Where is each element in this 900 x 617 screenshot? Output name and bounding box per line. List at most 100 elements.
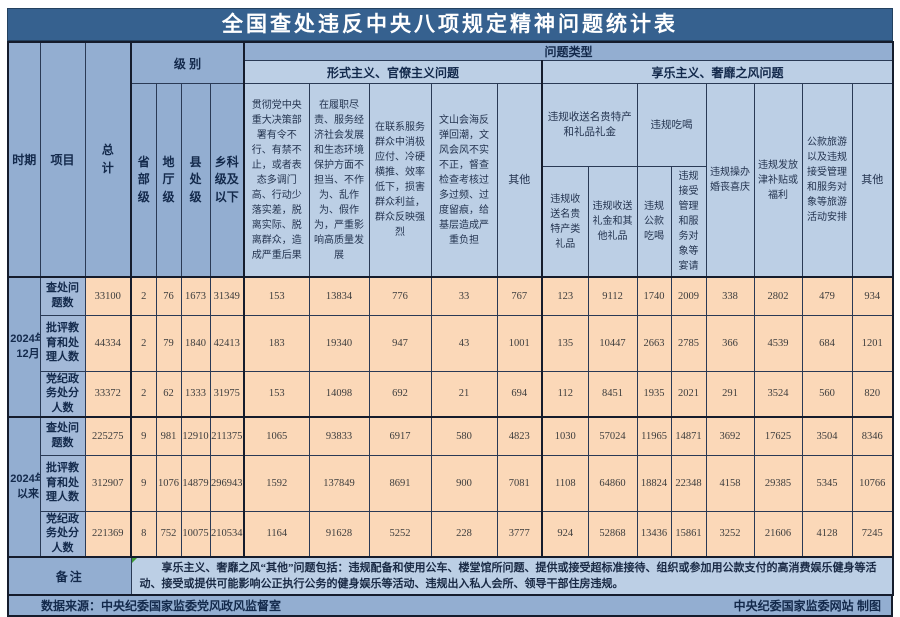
data-cell: 312907 <box>84 454 132 512</box>
data-cell: 7245 <box>851 510 894 558</box>
data-cell: 934 <box>851 276 894 316</box>
data-cell: 9112 <box>587 276 638 316</box>
col-header-township: 乡科级及以下 <box>209 83 245 278</box>
data-cell: 1201 <box>851 314 894 372</box>
credit: 中央纪委国家监委网站 制图 <box>733 599 881 614</box>
data-cell: 8691 <box>368 454 432 512</box>
col-header-provincial: 省部级 <box>130 83 157 278</box>
data-cell: 820 <box>851 370 894 418</box>
col-header-total: 总计 <box>84 41 132 278</box>
col-header-prefecture: 地厅级 <box>155 83 182 278</box>
data-cell: 9 <box>130 454 157 512</box>
data-cell: 22348 <box>670 454 707 512</box>
col-header-formalism-1: 贯彻党中央重大决策部署有令不行、有禁不止，或者表态多调门高、行动少落实差，脱离实… <box>243 83 310 278</box>
data-cell: 3252 <box>705 510 755 558</box>
col-group-hedonism: 享乐主义、奢靡之风问题 <box>541 60 894 84</box>
remark-text-content: 享乐主义、奢靡之风“其他”问题包括：违规配备和使用公车、楼堂馆所问题、提供或接受… <box>139 562 877 591</box>
data-cell: 291 <box>705 370 755 418</box>
data-cell: 479 <box>801 276 853 316</box>
col-header-formalism-other: 其他 <box>496 83 543 278</box>
col-header-formalism-3: 在联系服务群众中消极应付、冷硬横推、效率低下，损害群众利益，群众反映强烈 <box>368 83 432 278</box>
data-cell: 6917 <box>368 416 432 456</box>
data-cell: 29385 <box>753 454 803 512</box>
data-cell: 62 <box>155 370 182 418</box>
data-cell: 366 <box>705 314 755 372</box>
period-label: 2024年12月 <box>7 275 41 418</box>
data-cell: 112 <box>541 370 589 418</box>
data-cell: 42413 <box>209 314 245 372</box>
data-cell: 1673 <box>180 276 211 316</box>
data-cell: 153 <box>243 370 310 418</box>
data-source: 数据来源：中央纪委国家监委党风政风监督室 <box>41 599 282 614</box>
data-cell: 5345 <box>801 454 853 512</box>
data-cell: 1030 <box>541 416 589 456</box>
data-cell: 1333 <box>180 370 211 418</box>
data-cell: 580 <box>430 416 498 456</box>
col-group-level: 级 别 <box>129 41 245 84</box>
data-cell: 3692 <box>705 416 755 456</box>
data-cell: 221369 <box>84 510 132 558</box>
data-cell: 1164 <box>243 510 310 558</box>
data-cell: 1740 <box>636 276 672 316</box>
data-cell: 1001 <box>496 314 543 372</box>
data-cell: 225275 <box>84 416 132 456</box>
data-cell: 135 <box>541 314 589 372</box>
col-header-hedonism-other: 其他 <box>851 83 894 278</box>
data-cell: 4823 <box>496 416 543 456</box>
data-cell: 981 <box>155 416 182 456</box>
data-cell: 5252 <box>368 510 432 558</box>
data-cell: 1065 <box>243 416 310 456</box>
col-header-cash-gifts: 违规收送礼金和其他礼品 <box>587 166 638 278</box>
table-row: 党纪政务处分人数 221369 8 752 10075 210534 1164 91628 52… <box>8 510 894 558</box>
data-cell: 13436 <box>636 510 672 558</box>
data-cell: 2802 <box>753 276 803 316</box>
data-cell: 684 <box>801 314 853 372</box>
data-cell: 33 <box>430 276 498 316</box>
data-cell: 12910 <box>180 416 211 456</box>
data-cell: 924 <box>541 510 589 558</box>
table-row: 2024年以来查处问题数2252759981129102113751065938… <box>7 416 894 558</box>
data-cell: 153 <box>243 276 310 316</box>
table-row: 批评教育和处理人数 312907 9 1076 14879 296943 1592 13784… <box>8 454 894 512</box>
col-group-gifts: 违规收送名贵特产和礼品礼金 <box>541 83 638 167</box>
remark-text: 享乐主义、奢靡之风“其他”问题包括：违规配备和使用公车、楼堂馆所问题、提供或接受… <box>130 556 894 596</box>
col-header-weddings-funerals: 违规操办婚丧喜庆 <box>705 83 755 278</box>
statistics-table: 时期 项目 总计 级 别 问题类型 形式主义、官僚主义问题 享乐主义、奢靡之风问… <box>7 41 895 597</box>
data-cell: 57024 <box>587 416 638 456</box>
data-cell: 3524 <box>753 370 803 418</box>
table-row: 党纪政务处分人数 33372 2 62 1333 31975 153 14098 692 21 69… <box>8 370 894 418</box>
data-cell: 52868 <box>587 510 638 558</box>
footer-bar: 数据来源：中央纪委国家监委党风政风监督室 中央纪委国家监委网站 制图 <box>7 596 893 617</box>
data-cell: 13834 <box>308 276 370 316</box>
period-label: 2024年以来 <box>7 416 41 558</box>
remark-label: 备注 <box>7 556 132 596</box>
data-cell: 10447 <box>587 314 638 372</box>
data-cell: 3777 <box>496 510 543 558</box>
data-cell: 31349 <box>209 276 245 316</box>
data-cell: 10075 <box>180 510 211 558</box>
data-cell: 694 <box>496 370 543 418</box>
col-header-period: 时期 <box>7 41 41 278</box>
data-cell: 14871 <box>670 416 707 456</box>
data-cell: 1108 <box>541 454 589 512</box>
data-cell: 2 <box>130 314 157 372</box>
data-cell: 4539 <box>753 314 803 372</box>
data-cell: 1076 <box>155 454 182 512</box>
data-cell: 1935 <box>636 370 672 418</box>
data-cell: 76 <box>155 276 182 316</box>
data-cell: 33100 <box>84 276 132 316</box>
data-cell: 1840 <box>180 314 211 372</box>
data-cell: 137849 <box>308 454 370 512</box>
col-header-public-funds-dining: 违规公款吃喝 <box>636 166 672 278</box>
row-label: 批评教育和处理人数 <box>39 454 86 512</box>
data-cell: 947 <box>368 314 432 372</box>
data-cell: 183 <box>243 314 310 372</box>
col-header-public-funded-travel: 公款旅游以及违规接受管理和服务对象等旅游活动安排 <box>801 83 853 278</box>
row-label: 党纪政务处分人数 <box>39 510 86 558</box>
data-cell: 296943 <box>209 454 245 512</box>
col-header-banquet-invitations: 违规接受管理和服务对象等宴请 <box>670 166 707 278</box>
data-cell: 9 <box>130 416 157 456</box>
statistics-sheet: 全国查处违反中央八项规定精神问题统计表 时期 项目 总计 级 别 问题类型 形式… <box>7 8 895 617</box>
data-cell: 8451 <box>587 370 638 418</box>
col-group-dining: 违规吃喝 <box>636 83 707 167</box>
